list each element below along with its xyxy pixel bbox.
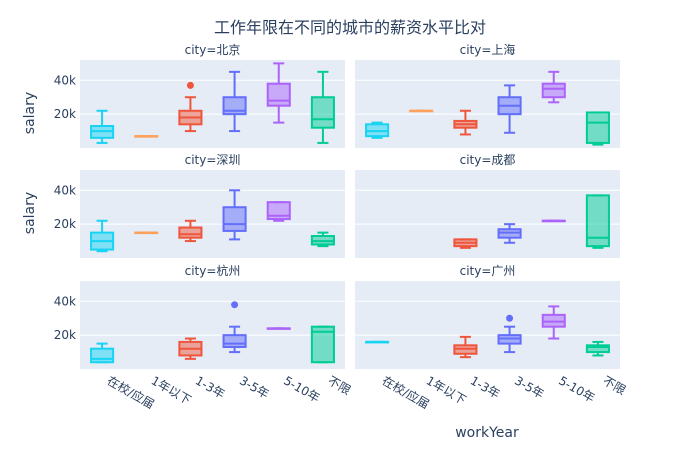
box-iqr — [541, 82, 566, 99]
facet-panel: 20k 40k city=深圳 — [54, 153, 345, 258]
outlier-point — [231, 301, 239, 309]
box-1 — [409, 109, 434, 113]
facet-label: city=杭州 — [185, 263, 241, 278]
box-3 — [497, 84, 522, 134]
facet-panel: city=成都 — [355, 153, 620, 258]
box-4 — [541, 219, 566, 223]
outlier-point — [186, 81, 194, 89]
box-5 — [310, 70, 335, 144]
box-5 — [585, 194, 610, 249]
box-iqr — [585, 111, 610, 144]
box-5 — [310, 231, 335, 248]
outlier-point — [506, 314, 514, 322]
y-axis-title: salary — [22, 192, 38, 234]
box-2 — [178, 337, 203, 360]
box-3 — [497, 314, 522, 354]
box-4 — [541, 305, 566, 340]
box-1 — [134, 135, 159, 138]
facet-label: city=深圳 — [185, 153, 241, 167]
y-tick-label: 40k — [54, 294, 76, 308]
box-iqr — [310, 325, 335, 364]
plot-background — [80, 170, 345, 258]
box-iqr — [585, 194, 610, 248]
y-tick-label: 40k — [54, 183, 76, 197]
box-2 — [453, 335, 478, 359]
y-tick-label: 40k — [54, 73, 76, 87]
box-5 — [585, 340, 610, 357]
plot-background — [355, 60, 620, 148]
plot-background — [355, 170, 620, 258]
box-0 — [90, 342, 115, 364]
plot-background — [80, 281, 345, 369]
facet-panels: 20k 40k city=北京 city=上海 20k 40k city=深圳 city=成都… — [54, 42, 628, 412]
box-2 — [453, 238, 478, 249]
box-3 — [222, 189, 247, 241]
box-0 — [90, 109, 115, 144]
facet-label: city=北京 — [185, 43, 241, 57]
facet-label: city=上海 — [460, 42, 516, 57]
y-axis-title: salary — [22, 92, 38, 134]
plot-background — [80, 60, 345, 148]
box-4 — [266, 327, 291, 330]
box-1 — [134, 231, 159, 235]
plot-background — [355, 281, 620, 369]
box-5 — [310, 325, 335, 364]
box-iqr — [266, 82, 291, 107]
y-tick-label: 20k — [54, 107, 76, 121]
box-0 — [90, 219, 115, 253]
box-2 — [453, 109, 478, 136]
box-iqr — [585, 344, 610, 354]
box-3 — [222, 301, 247, 354]
x-axis-title: workYear — [455, 425, 519, 441]
box-5 — [585, 111, 610, 146]
facet-label: city=广州 — [460, 264, 516, 278]
box-3 — [222, 70, 247, 133]
facet-panel: city=上海 — [355, 42, 620, 148]
y-tick-label: 20k — [54, 217, 76, 231]
box-4 — [541, 70, 566, 104]
box-iqr — [222, 334, 247, 348]
box-4 — [266, 201, 291, 222]
box-iqr — [90, 347, 115, 364]
box-iqr — [310, 96, 335, 129]
box-0 — [365, 121, 390, 139]
box-4 — [266, 62, 291, 124]
box-iqr — [178, 226, 203, 239]
box-2 — [178, 219, 203, 243]
box-3 — [497, 223, 522, 244]
box-iqr — [222, 206, 247, 232]
box-0 — [365, 340, 390, 344]
box-2 — [178, 81, 203, 133]
y-tick-label: 20k — [54, 328, 76, 342]
facet-panel: 20k 40k city=北京 — [54, 43, 345, 148]
facet-label: city=成都 — [460, 153, 516, 167]
chart-title: 工作年限在不同的城市的薪资水平比对 — [214, 18, 486, 37]
